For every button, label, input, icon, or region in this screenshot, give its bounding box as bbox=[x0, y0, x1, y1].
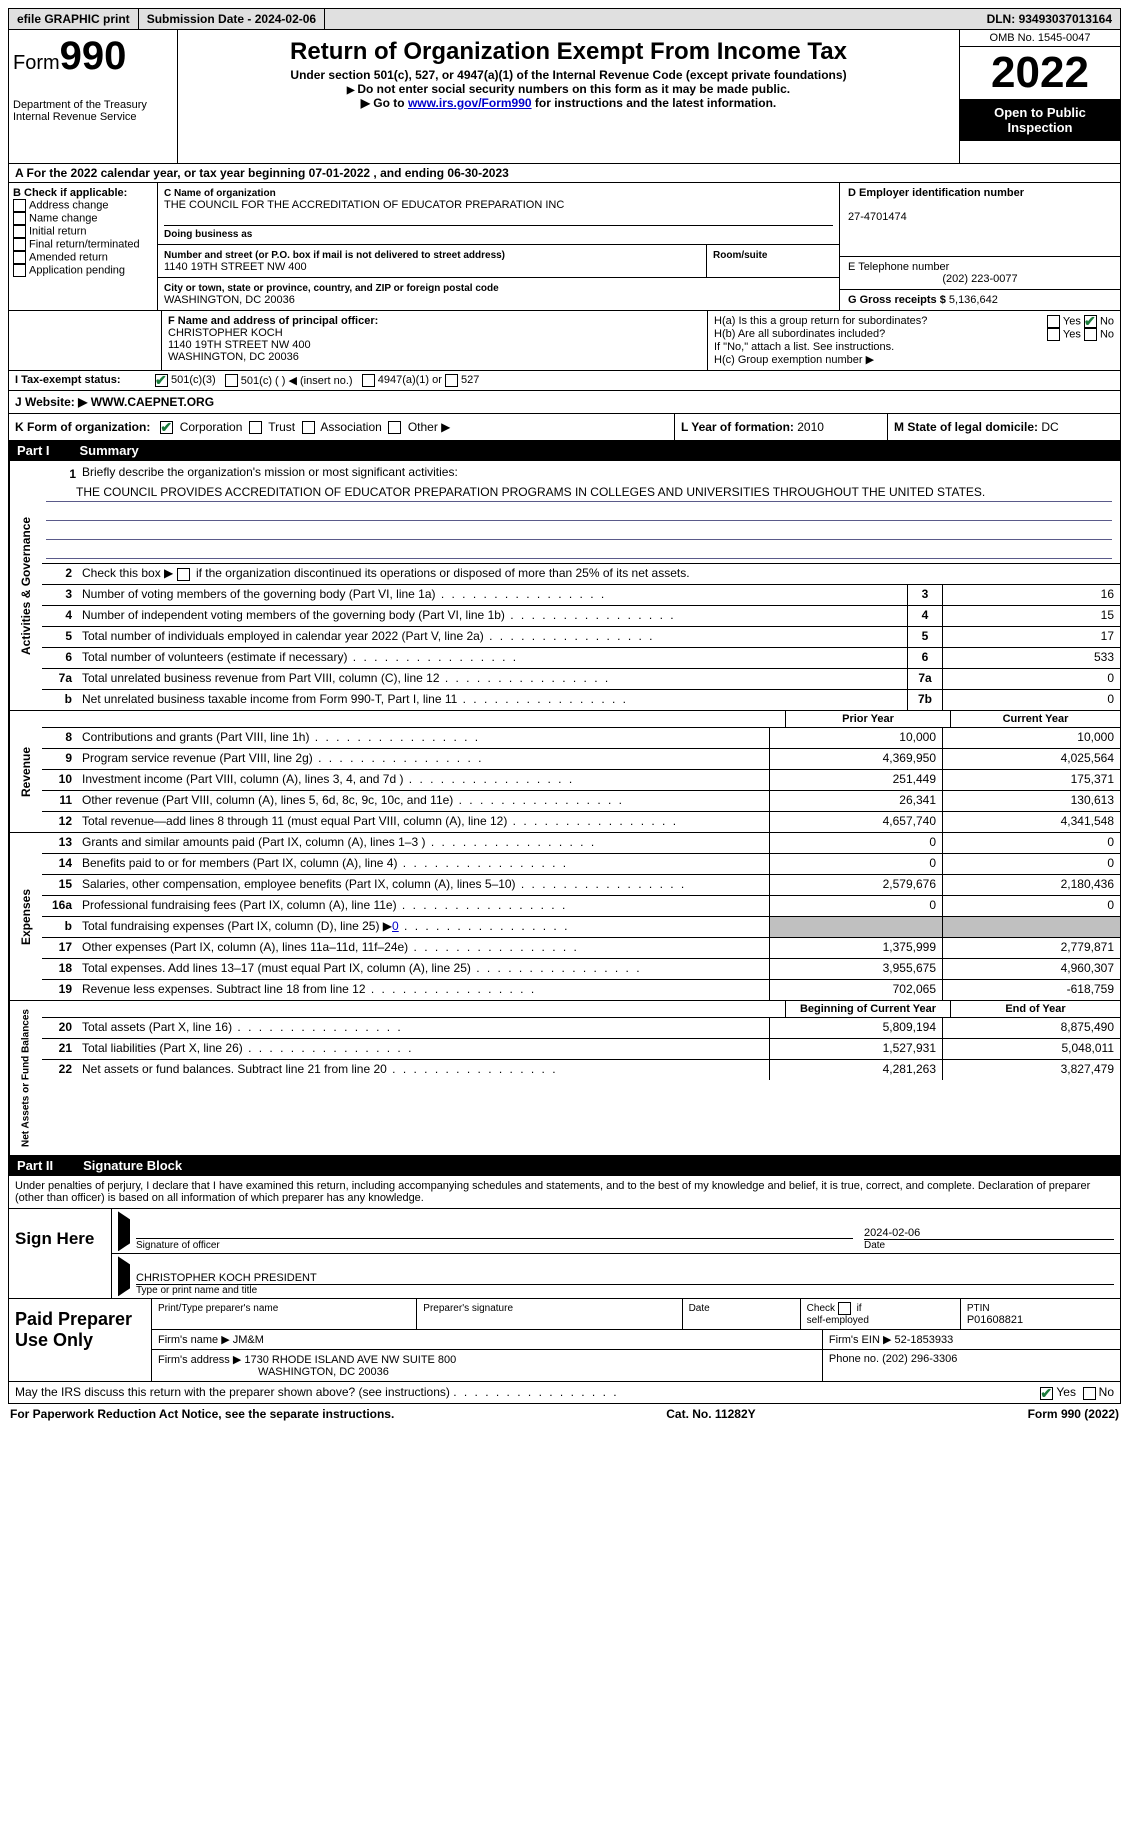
checkbox-ha-yes[interactable] bbox=[1047, 315, 1060, 328]
note-1: Do not enter social security numbers on … bbox=[184, 82, 953, 96]
header-grid: B Check if applicable: Address change Na… bbox=[8, 183, 1121, 311]
phone-value: (202) 223-0077 bbox=[848, 273, 1112, 285]
note-2: ▶ Go to www.irs.gov/Form990 for instruct… bbox=[184, 96, 953, 110]
website-row: J Website: ▶ WWW.CAEPNET.ORG bbox=[8, 391, 1121, 414]
checkbox-final[interactable] bbox=[13, 238, 26, 251]
efile-label[interactable]: efile GRAPHIC print bbox=[9, 9, 139, 29]
dept-label: Department of the Treasury Internal Reve… bbox=[13, 99, 173, 159]
website-value: WWW.CAEPNET.ORG bbox=[91, 395, 214, 409]
sig-date: 2024-02-06 bbox=[864, 1227, 1114, 1239]
checkbox-501c3[interactable] bbox=[155, 374, 168, 387]
checkbox-527[interactable] bbox=[445, 374, 458, 387]
summary-line: 18Total expenses. Add lines 13–17 (must … bbox=[42, 959, 1120, 980]
checkbox-address[interactable] bbox=[13, 199, 26, 212]
summary-line: 11Other revenue (Part VIII, column (A), … bbox=[42, 791, 1120, 812]
checkbox-501c[interactable] bbox=[225, 374, 238, 387]
summary-line: 8Contributions and grants (Part VIII, li… bbox=[42, 728, 1120, 749]
part2-header: Part II Signature Block bbox=[8, 1156, 1121, 1176]
summary-line: 21Total liabilities (Part X, line 26)1,5… bbox=[42, 1039, 1120, 1060]
summary-line: 13Grants and similar amounts paid (Part … bbox=[42, 833, 1120, 854]
summary-line: 20Total assets (Part X, line 16)5,809,19… bbox=[42, 1018, 1120, 1039]
summary-line: 9Program service revenue (Part VIII, lin… bbox=[42, 749, 1120, 770]
summary-line: 12Total revenue—add lines 8 through 11 (… bbox=[42, 812, 1120, 832]
discuss-row: May the IRS discuss this return with the… bbox=[8, 1382, 1121, 1403]
revenue-section: Revenue Prior Year Current Year 8Contrib… bbox=[8, 711, 1121, 833]
submission-date: Submission Date - 2024-02-06 bbox=[139, 9, 325, 29]
sign-arrow-icon bbox=[118, 1256, 130, 1296]
form-subtitle: Under section 501(c), 527, or 4947(a)(1)… bbox=[184, 68, 953, 82]
top-toolbar: efile GRAPHIC print Submission Date - 20… bbox=[8, 8, 1121, 30]
checkbox-assoc[interactable] bbox=[302, 421, 315, 434]
form-org-row: K Form of organization: Corporation Trus… bbox=[8, 414, 1121, 441]
org-street: 1140 19TH STREET NW 400 bbox=[164, 261, 307, 273]
summary-line: 22Net assets or fund balances. Subtract … bbox=[42, 1060, 1120, 1080]
summary-line: 7aTotal unrelated business revenue from … bbox=[42, 669, 1120, 690]
title-right: OMB No. 1545-0047 2022 Open to Public In… bbox=[959, 30, 1120, 163]
summary-line: 14Benefits paid to or for members (Part … bbox=[42, 854, 1120, 875]
governance-section: Activities & Governance 1Briefly describ… bbox=[8, 461, 1121, 711]
title-center: Return of Organization Exempt From Incom… bbox=[178, 30, 959, 163]
sign-here-block: Sign Here Signature of officer 2024-02-0… bbox=[8, 1209, 1121, 1299]
tax-year: 2022 bbox=[960, 47, 1120, 99]
checkbox-self-employed[interactable] bbox=[838, 1302, 851, 1315]
gross-receipts: 5,136,642 bbox=[949, 294, 998, 306]
checkbox-trust[interactable] bbox=[249, 421, 262, 434]
org-city: WASHINGTON, DC 20036 bbox=[164, 294, 295, 306]
summary-line: bNet unrelated business taxable income f… bbox=[42, 690, 1120, 710]
checkbox-hb-no[interactable] bbox=[1084, 328, 1097, 341]
checkbox-hb-yes[interactable] bbox=[1047, 328, 1060, 341]
principal-row: F Name and address of principal officer:… bbox=[8, 311, 1121, 371]
summary-line: 3Number of voting members of the governi… bbox=[42, 585, 1120, 606]
checkbox-discuss-yes[interactable] bbox=[1040, 1387, 1053, 1400]
org-name: THE COUNCIL FOR THE ACCREDITATION OF EDU… bbox=[164, 199, 564, 211]
inspection-label: Open to Public Inspection bbox=[960, 99, 1120, 141]
summary-line: 4Number of independent voting members of… bbox=[42, 606, 1120, 627]
checkbox-4947[interactable] bbox=[362, 374, 375, 387]
instructions-link[interactable]: www.irs.gov/Form990 bbox=[408, 96, 532, 110]
firm-name: JM&M bbox=[233, 1334, 264, 1346]
section-b: B Check if applicable: Address change Na… bbox=[9, 183, 158, 310]
tax-exempt-row: I Tax-exempt status: 501(c)(3) 501(c) ( … bbox=[8, 371, 1121, 391]
form-id-block: Form990 Department of the Treasury Inter… bbox=[9, 30, 178, 163]
summary-line: bTotal fundraising expenses (Part IX, co… bbox=[42, 917, 1120, 938]
section-d: D Employer identification number 27-4701… bbox=[839, 183, 1120, 310]
summary-line: 5Total number of individuals employed in… bbox=[42, 627, 1120, 648]
checkbox-discontinued[interactable] bbox=[177, 568, 190, 581]
dln: DLN: 93493037013164 bbox=[979, 9, 1120, 29]
checkbox-name[interactable] bbox=[13, 212, 26, 225]
sign-arrow-icon bbox=[118, 1211, 130, 1251]
section-c: C Name of organization THE COUNCIL FOR T… bbox=[158, 183, 839, 310]
checkbox-corp[interactable] bbox=[160, 421, 173, 434]
summary-line: 6Total number of volunteers (estimate if… bbox=[42, 648, 1120, 669]
summary-line: 17Other expenses (Part IX, column (A), l… bbox=[42, 938, 1120, 959]
checkbox-other[interactable] bbox=[388, 421, 401, 434]
paid-preparer-block: Paid Preparer Use Only Print/Type prepar… bbox=[8, 1299, 1121, 1382]
form-title: Return of Organization Exempt From Incom… bbox=[184, 38, 953, 66]
title-block: Form990 Department of the Treasury Inter… bbox=[8, 30, 1121, 164]
footer-row: For Paperwork Reduction Act Notice, see … bbox=[8, 1404, 1121, 1424]
tax-year-row: A For the 2022 calendar year, or tax yea… bbox=[8, 164, 1121, 183]
declaration-text: Under penalties of perjury, I declare th… bbox=[8, 1176, 1121, 1209]
checkbox-ha-no[interactable] bbox=[1084, 315, 1097, 328]
officer-name: CHRISTOPHER KOCH PRESIDENT bbox=[136, 1272, 1114, 1284]
summary-line: 19Revenue less expenses. Subtract line 1… bbox=[42, 980, 1120, 1000]
mission-text: THE COUNCIL PROVIDES ACCREDITATION OF ED… bbox=[46, 485, 1112, 502]
part1-header: Part I Summary bbox=[8, 441, 1121, 461]
omb-label: OMB No. 1545-0047 bbox=[960, 30, 1120, 47]
ein-value: 27-4701474 bbox=[848, 211, 907, 223]
summary-line: 16aProfessional fundraising fees (Part I… bbox=[42, 896, 1120, 917]
checkbox-pending[interactable] bbox=[13, 264, 26, 277]
expenses-section: Expenses 13Grants and similar amounts pa… bbox=[8, 833, 1121, 1001]
netassets-section: Net Assets or Fund Balances Beginning of… bbox=[8, 1001, 1121, 1156]
summary-line: 10Investment income (Part VIII, column (… bbox=[42, 770, 1120, 791]
checkbox-discuss-no[interactable] bbox=[1083, 1387, 1096, 1400]
checkbox-amended[interactable] bbox=[13, 251, 26, 264]
checkbox-initial[interactable] bbox=[13, 225, 26, 238]
summary-line: 15Salaries, other compensation, employee… bbox=[42, 875, 1120, 896]
